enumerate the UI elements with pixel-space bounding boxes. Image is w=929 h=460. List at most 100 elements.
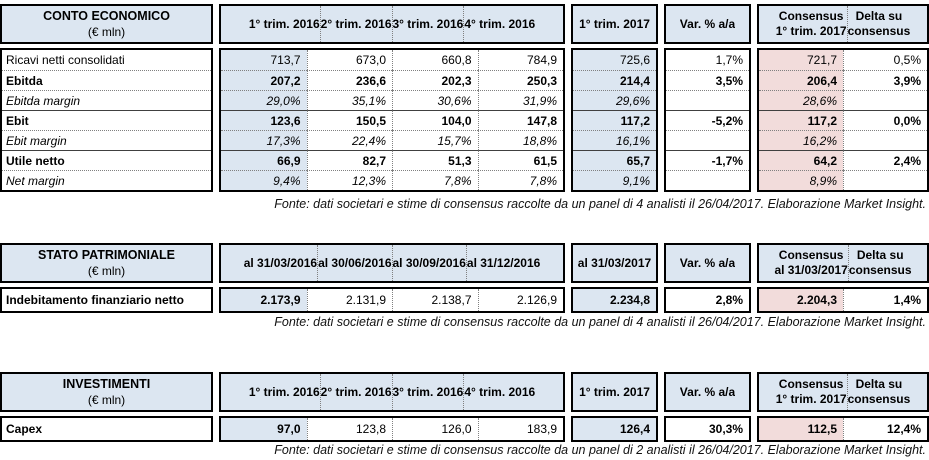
cell: 250,3 (477, 70, 563, 90)
cell: 3,9% (843, 70, 927, 90)
cell: 12,4% (843, 418, 927, 440)
cell: 725,6 (619, 53, 650, 67)
table-unit: (€ mln) (87, 393, 126, 407)
var-header: Var. % a/a (664, 4, 751, 44)
col-header: 1° trim. 2017 (579, 17, 650, 31)
consensus-header: Consensus 1° trim. 2017 (776, 374, 847, 410)
var-values-block: 30,3% (664, 416, 751, 442)
table-stato-patrimoniale: STATO PATRIMONIALE (€ mln) al 31/03/2016… (0, 243, 929, 313)
cell: 207,2 (221, 70, 307, 90)
table-data-rows: Capex 97,0 123,8 126,0 183,9 126,4 30,3%… (0, 416, 929, 442)
cell (843, 130, 927, 150)
cell: 206,4 (759, 70, 843, 90)
cell: 123,6 (221, 110, 307, 130)
cell: 15,7% (392, 130, 478, 150)
quarter-headers-block: 1° trim. 2016 2° trim. 2016 3° trim. 201… (219, 372, 565, 412)
table-data-rows: Indebitamento finanziario netto 2.173,9 … (0, 287, 929, 313)
table-unit: (€ mln) (87, 25, 126, 39)
table-title-cell: STATO PATRIMONIALE (€ mln) (0, 243, 213, 283)
current-period-header: 1° trim. 2017 (571, 4, 658, 44)
delta-header-line1: Delta su (856, 248, 904, 262)
cell: 64,2 (759, 150, 843, 170)
cell: 117,2 (573, 110, 656, 130)
col-header: 1° trim. 2016 (248, 385, 320, 399)
var-values-block: 1,7% 3,5% -5,2% -1,7% (664, 48, 751, 192)
cell: 82,7 (306, 150, 392, 170)
cell (843, 170, 927, 190)
consensus-header-line2: 1° trim. 2017 (775, 392, 847, 406)
delta-header-line1: Delta su (855, 9, 903, 23)
cell: 35,1% (306, 90, 392, 110)
cell: 126,0 (392, 418, 478, 440)
table-header-row: CONTO ECONOMICO (€ mln) 1° trim. 2016 2°… (0, 4, 929, 44)
delta-header-line1: Delta su (855, 377, 903, 391)
cell: 18,8% (477, 130, 563, 150)
consensus-header-line2: 1° trim. 2017 (775, 24, 847, 38)
col-header: 2° trim. 2016 (319, 6, 392, 42)
table-title-cell: CONTO ECONOMICO (€ mln) (0, 4, 213, 44)
footnote: Fonte: dati societari e stime di consens… (274, 443, 926, 457)
consensus-header: Consensus 1° trim. 2017 (776, 6, 847, 42)
quarter-values-block: 713,7 673,0 660,8 784,9 207,2 236,6 202,… (219, 48, 565, 192)
cell: 2.126,9 (477, 289, 564, 311)
cell: 97,0 (221, 418, 307, 440)
consensus-header-line2: al 31/03/2017 (774, 263, 848, 277)
cell: 236,6 (306, 70, 392, 90)
row-label: Ebitda margin (2, 90, 211, 110)
table-title: STATO PATRIMONIALE (37, 248, 176, 262)
current-period-header: al 31/03/2017 (571, 243, 658, 283)
delta-header-line2: consensus (847, 392, 911, 406)
consensus-header: Consensus al 31/03/2017 (774, 245, 847, 281)
cell: 51,3 (392, 150, 478, 170)
row-labels-block: Capex (0, 416, 213, 442)
cell: 713,7 (221, 50, 307, 70)
col-header: al 30/09/2016 (391, 245, 466, 281)
cell: 2.234,8 (609, 293, 650, 307)
cell: 183,9 (477, 418, 564, 440)
var-header: Var. % a/a (664, 243, 751, 283)
footnote: Fonte: dati societari e stime di consens… (274, 197, 926, 211)
cell: 29,0% (221, 90, 307, 110)
cell: 112,5 (759, 418, 843, 440)
current-period-values-block: 725,6 214,4 29,6% 117,2 16,1% 65,7 9,1% (571, 48, 658, 192)
cell: 2.204,3 (759, 289, 843, 311)
cell: 784,9 (477, 50, 564, 70)
cell: 17,3% (221, 130, 307, 150)
cell: 16,1% (573, 130, 656, 150)
cell: 673,0 (306, 50, 393, 70)
cell: -5,2% (666, 110, 749, 130)
col-header: 3° trim. 2016 (391, 6, 463, 42)
delta-header-line2: consensus (848, 263, 912, 277)
cell: 2.138,7 (392, 289, 478, 311)
current-period-values-block: 2.234,8 (571, 287, 658, 313)
cell: 202,3 (392, 70, 478, 90)
cell (666, 130, 749, 150)
cell: 28,6% (759, 90, 843, 110)
cell: 66,9 (221, 150, 307, 170)
cell: 7,8% (392, 170, 478, 190)
quarter-headers-block: al 31/03/2016 al 30/06/2016 al 30/09/201… (219, 243, 565, 283)
cell: 2.173,9 (221, 289, 307, 311)
cell: 30,3% (708, 422, 743, 436)
table-title-cell: INVESTIMENTI (€ mln) (0, 372, 213, 412)
cell: 721,7 (759, 50, 843, 70)
cell: 117,2 (759, 110, 843, 130)
delta-header: Delta su consensus (846, 374, 911, 410)
delta-header-line2: consensus (847, 24, 911, 38)
col-header: al 30/06/2016 (317, 245, 392, 281)
cell: 126,4 (619, 422, 650, 436)
consensus-header-line1: Consensus (778, 377, 844, 391)
table-conto-economico: CONTO ECONOMICO (€ mln) 1° trim. 2016 2°… (0, 4, 929, 192)
cell: 3,5% (666, 70, 749, 90)
col-header: 4° trim. 2016 (463, 374, 535, 410)
cell: 0,0% (843, 110, 927, 130)
col-header: Var. % a/a (679, 385, 736, 399)
consensus-header-line1: Consensus (778, 9, 844, 23)
delta-header: Delta su consensus (847, 245, 912, 281)
footnote: Fonte: dati societari e stime di consens… (274, 315, 926, 329)
cell: 2,4% (843, 150, 927, 170)
col-header: al 31/03/2016 (243, 256, 318, 270)
consensus-values-block: 2.204,3 1,4% (757, 287, 929, 313)
table-title: INVESTIMENTI (62, 377, 151, 391)
